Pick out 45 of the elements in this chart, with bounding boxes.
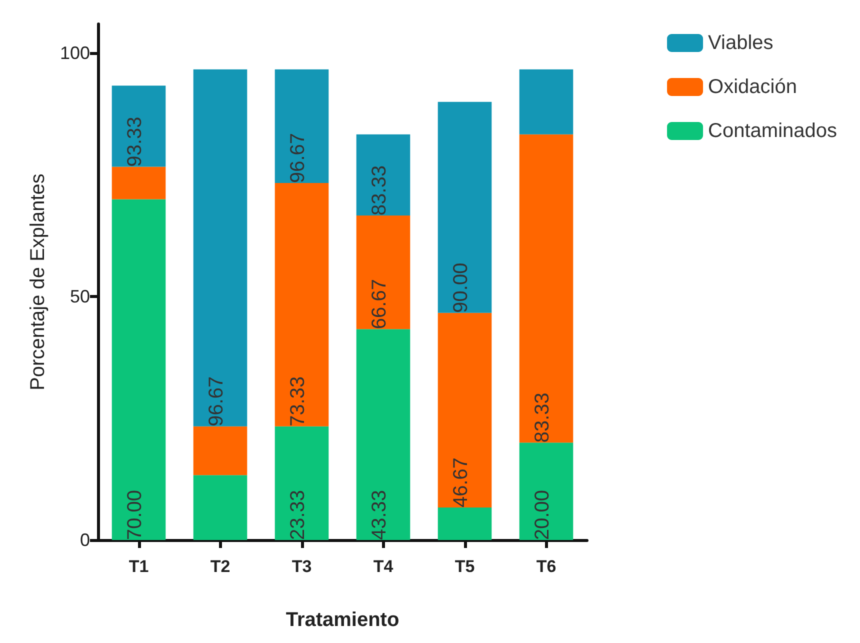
annotation: 73.33 [286,376,309,426]
annotation: 96.67 [286,132,309,184]
legend-label: Viables [708,32,774,54]
annotation: 93.33 [124,116,146,167]
annotation: 43.33 [368,490,390,540]
bar [274,183,329,426]
bar [193,475,248,540]
bar [193,426,248,476]
x-tick-label: T3 [292,557,312,576]
bar [519,69,574,134]
bar [438,102,492,313]
bar [356,215,410,330]
bar [519,442,574,540]
annotation: 70.00 [124,490,146,540]
bar [438,312,492,508]
legend-label: Contaminados [708,120,838,142]
y-tick-label: 0 [80,530,90,550]
x-tick-label: T4 [373,557,394,576]
bar [274,69,329,184]
annotation: 83.33 [531,392,554,443]
legend-label: Oxidación [708,76,797,98]
x-tick-label: T2 [210,557,230,576]
annotation: 90.00 [450,262,472,313]
annotation: 96.67 [205,376,228,426]
x-tick-label: T6 [536,557,556,576]
bar [356,329,410,540]
annotation: 20.00 [531,490,554,540]
y-tick-label: 50 [70,286,90,307]
bar [438,508,492,540]
x-axis-title: Tratamiento [286,609,400,631]
annotation: 23.33 [286,490,309,540]
annotation: 66.67 [368,279,390,330]
bar [193,69,248,426]
annotation: 46.67 [450,457,472,508]
y-axis-title: Porcentaje de Explantes [27,174,49,390]
x-tick-label: T5 [454,557,475,576]
annotation: 83.33 [368,165,390,216]
bar [356,134,410,216]
bar [519,134,574,443]
x-tick-label: T1 [128,557,149,576]
bar [274,426,329,540]
bar [112,166,166,200]
y-tick-label: 100 [60,43,90,64]
bar [112,199,166,540]
bar [112,86,166,167]
